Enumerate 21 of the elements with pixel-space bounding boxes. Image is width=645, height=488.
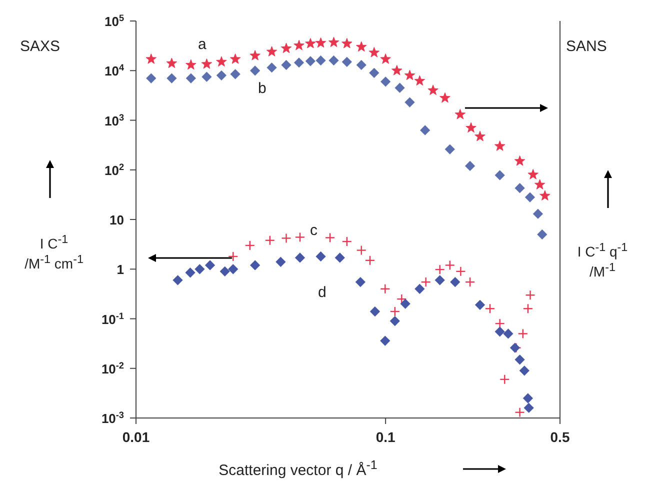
annotation: d [318, 284, 326, 301]
annotation: b [258, 80, 266, 97]
y-tick-label: 10$^{5}$ [104, 13, 124, 29]
annotation: c [310, 222, 318, 239]
y-tick-label: 10$^{2}$ [104, 162, 124, 178]
text: I C$^{-1}$ q$^{-1}$ /M$^{-1}$ [577, 241, 628, 280]
x-tick-label: 0.1 [376, 429, 396, 445]
x-axis-title: Scattering vector q / Å$^{-1}$ [218, 458, 378, 479]
x-tick-label: 0.01 [122, 429, 150, 445]
x-tick-label: 0.5 [550, 429, 570, 445]
y-tick-label: 10$^{-3}$ [101, 410, 124, 426]
y-tick-label: 10 [110, 212, 124, 228]
text: I C$^{-1}$ /M$^{-1}$ cm$^{-1}$ [24, 233, 84, 272]
y-tick-label: 10$^{-1}$ [101, 310, 124, 327]
y-tick-label: 10$^{3}$ [104, 112, 124, 128]
y-tick-label: 10$^{-2}$ [101, 360, 124, 376]
annotation: a [198, 36, 206, 53]
text: SANS [566, 38, 607, 55]
y-tick-label: 1 [116, 262, 124, 278]
text: SAXS [20, 38, 60, 55]
y-tick-label: 10$^{4}$ [104, 62, 125, 79]
